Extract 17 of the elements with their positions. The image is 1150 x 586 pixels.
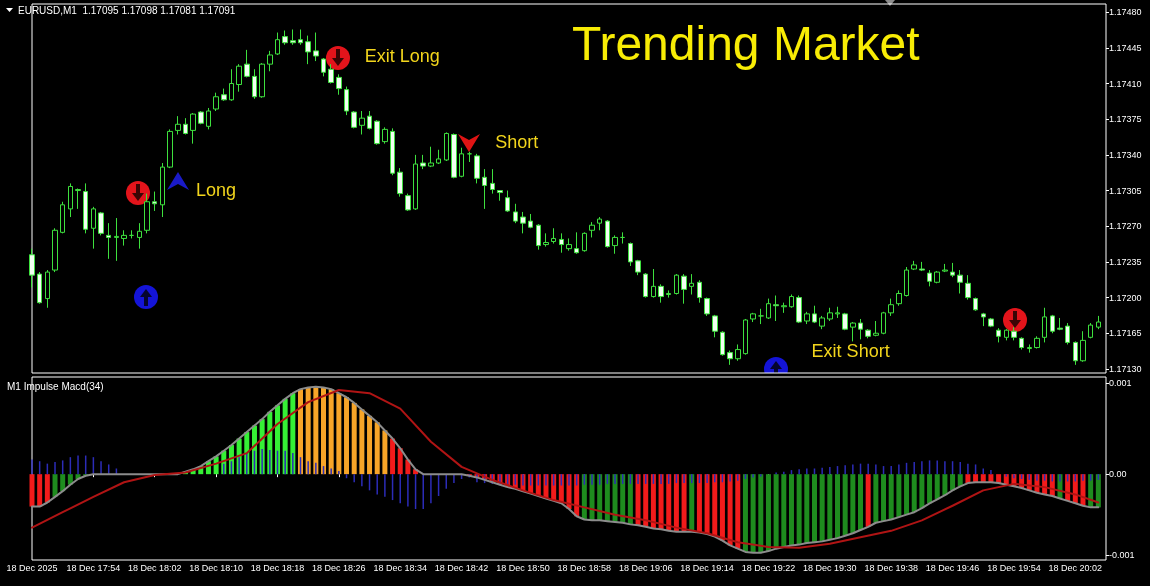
chart-title: Trending Market xyxy=(571,16,920,70)
y-tick-label: 1.17165 xyxy=(1109,328,1142,339)
annotation: Exit Short xyxy=(811,340,890,361)
y-tick-label: 1.17410 xyxy=(1109,78,1142,89)
y-tick-label: 1.17130 xyxy=(1109,363,1142,374)
y-tick-label: 1.17305 xyxy=(1109,185,1142,196)
y-tick-label: 1.17375 xyxy=(1109,114,1142,125)
annotation: Long xyxy=(196,179,237,200)
y-tick-label: 1.17235 xyxy=(1109,256,1142,267)
chart-subtitle: EURUSD,M1 1.17095 1.17098 1.17081 1.17091 xyxy=(18,4,236,16)
y-tick-label: 1.17200 xyxy=(1109,292,1142,303)
y-tick-label: 1.17270 xyxy=(1109,221,1142,232)
y-tick-label: 1.17445 xyxy=(1109,42,1142,53)
y-tick-label: 1.17340 xyxy=(1109,149,1142,160)
y-tick-label: 1.17480 xyxy=(1109,7,1142,18)
annotation: Exit Long xyxy=(364,46,440,67)
annotation: Short xyxy=(495,132,539,153)
